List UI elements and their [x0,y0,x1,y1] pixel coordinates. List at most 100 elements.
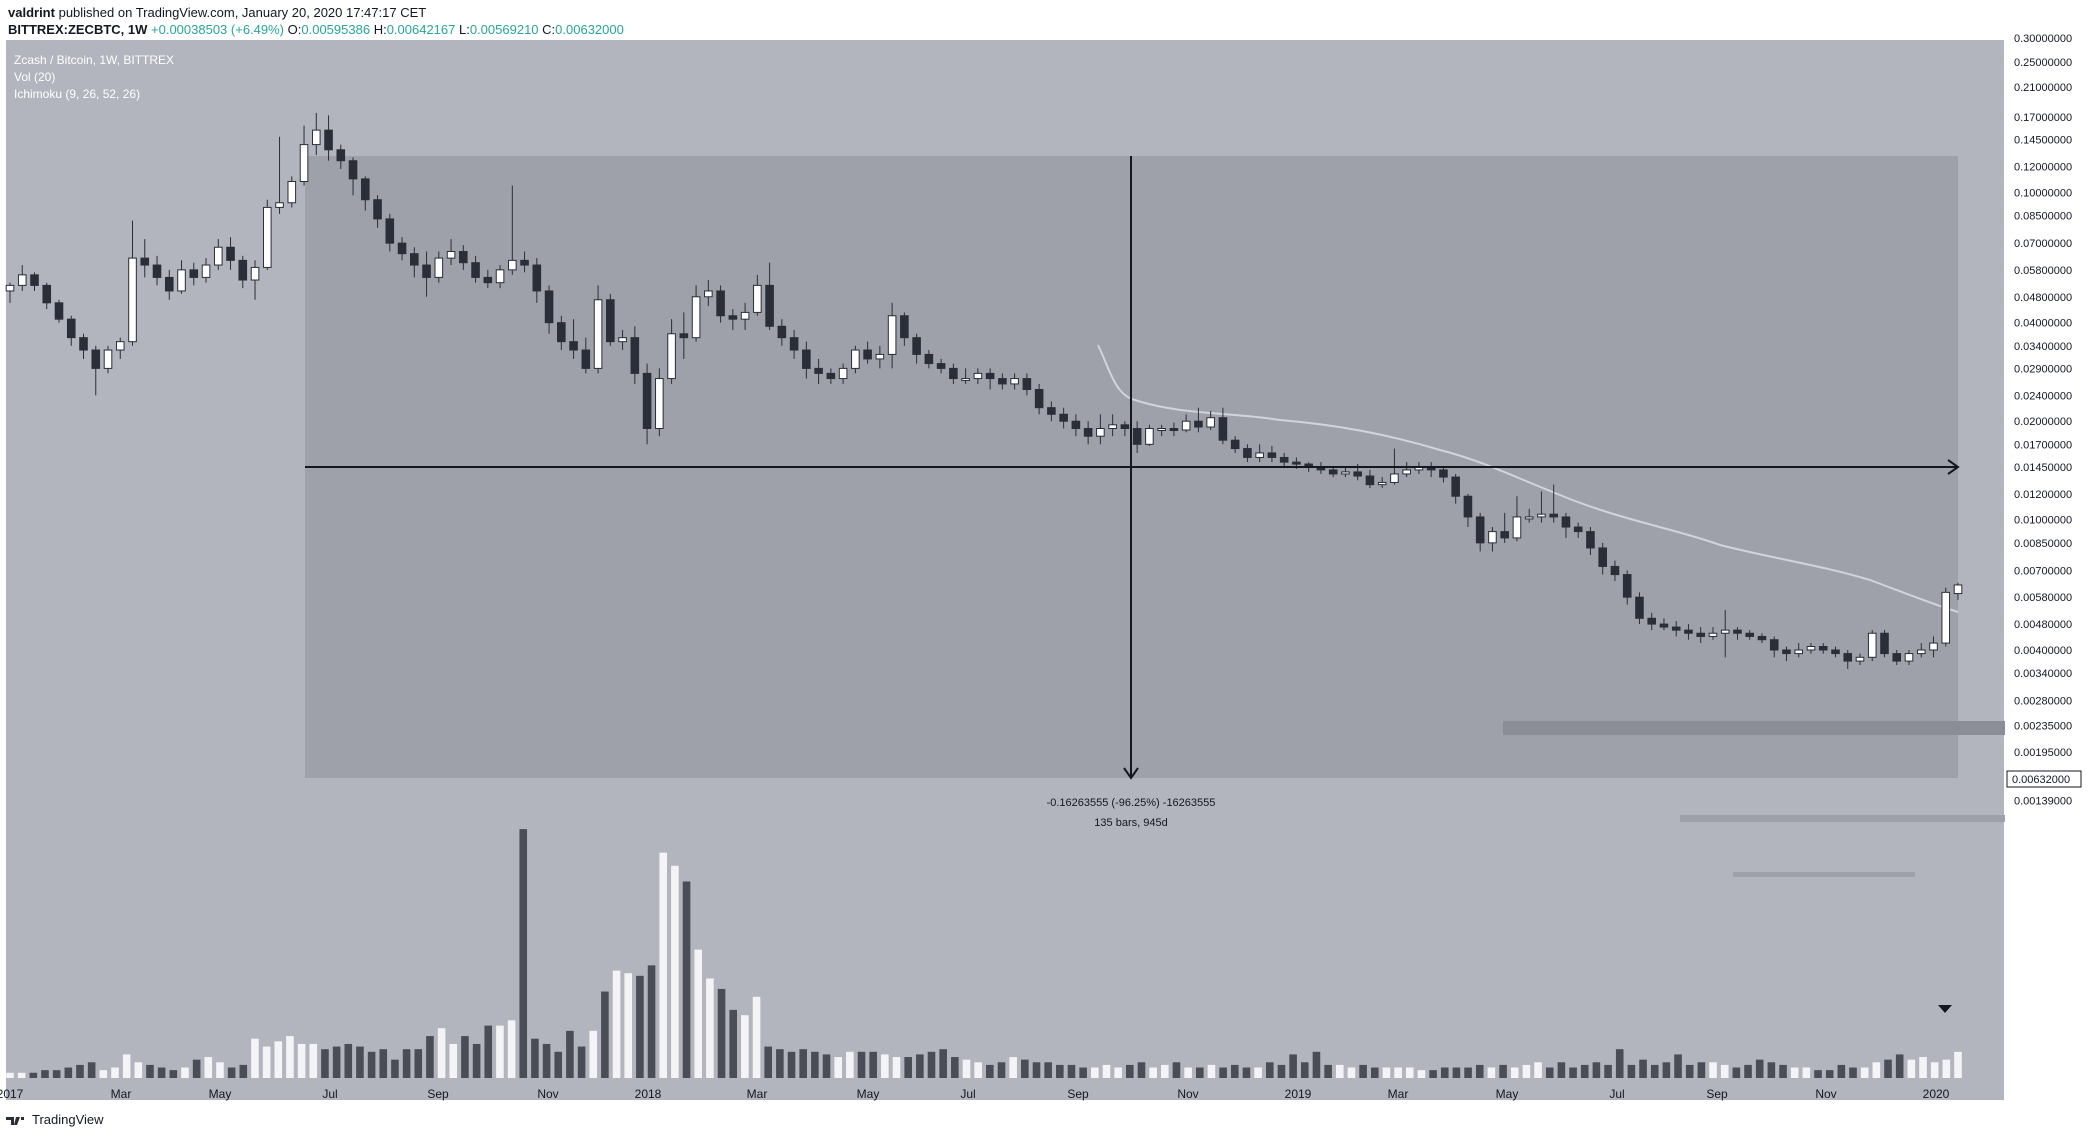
volume-bar [1930,1062,1939,1078]
candle-body [201,264,211,278]
volume-bar [601,991,609,1078]
candle [422,251,431,297]
candle [1586,527,1595,556]
x-tick-label: Sep [1067,1087,1089,1101]
candle-body [1218,417,1228,441]
legend-vol: Vol (20) [14,70,55,84]
candle [593,285,603,374]
candle-body [189,269,199,278]
candle-body [1145,428,1154,445]
volume-bar [1335,1064,1344,1078]
volume-bar [1639,1059,1647,1078]
volume-bar [1744,1064,1752,1078]
volume-bar [1604,1064,1612,1078]
candle [704,280,713,306]
candle-body [1524,516,1534,520]
volume-bar [496,1025,504,1078]
candle-body [1194,420,1203,428]
candle-body [103,349,113,369]
volume-bar [1942,1059,1951,1078]
volume-bar [519,829,528,1078]
volume-bar [1044,1062,1052,1078]
candle-body [1377,481,1387,486]
x-tick-label: Mar [1388,1087,1409,1101]
candle [789,329,799,359]
candle [311,112,321,156]
low-label: L: [459,22,470,37]
y-tick-label: 0.01450000 [2014,462,2072,474]
y-tick-label: 0.00850000 [2014,538,2072,550]
candle [814,358,823,384]
x-tick-label: May [1496,1087,1519,1101]
candle [177,260,186,294]
x-tick-label: May [209,1087,232,1101]
volume-bar [367,1051,376,1078]
candle-body [213,246,223,266]
y-tick-label: 0.01200000 [2014,489,2072,501]
candle [115,337,125,359]
volume-bar [799,1049,807,1078]
candle-body [1671,626,1681,631]
y-tick-label: 0.00480000 [2014,619,2072,631]
volume-bar [1440,1067,1449,1078]
candle [54,299,64,323]
volume-bar [531,1038,539,1078]
volume-bar [1021,1059,1029,1078]
footer-brand[interactable]: TradingView [4,1112,104,1127]
volume-bar [1755,1059,1764,1078]
candle-body [1806,645,1816,651]
candle [1720,609,1730,658]
volume-bar [974,1062,982,1078]
volume-bar [239,1064,248,1078]
measure-label-line2: 135 bars, 945d [1094,817,1167,829]
candle-body [949,367,958,380]
x-tick-label: Jul [960,1087,975,1101]
candle [765,262,774,330]
candle-body [54,302,64,320]
volume-bar [1650,1064,1659,1078]
x-tick-label: Nov [537,1087,558,1101]
change-value: +0.00038503 (+6.49%) [151,22,285,37]
volume-bar [379,1049,388,1078]
volume-bar [1289,1054,1297,1078]
candle-body [434,257,444,278]
candle [1745,630,1755,640]
candle-body [262,206,272,268]
candle [618,329,627,351]
candle-body [287,180,297,204]
candle [79,333,88,359]
volume-bar [1405,1067,1414,1078]
volume-bar [717,988,726,1078]
candle [1635,592,1644,625]
candle [606,293,615,346]
candle-body [299,144,309,182]
last-price-label-bg [2006,770,2082,788]
volume-bar [741,1015,749,1078]
candle-body [1267,452,1277,458]
volume-bar [437,1028,446,1078]
candle [630,326,640,384]
candle [1782,646,1791,662]
volume-bar [636,975,644,1078]
candle-body [1818,645,1828,651]
volume-bar [542,1043,551,1078]
candle [213,239,223,270]
candle-body [348,160,358,180]
candle [1451,473,1460,504]
candle-body [704,290,713,298]
candle-body [177,269,186,292]
volume-bar [1207,1064,1216,1078]
volume-bar [1300,1062,1309,1078]
candle-body [1782,649,1791,655]
price-axis[interactable]: 0.30000000 0.25000000 0.21000000 0.17000000… [2014,33,2072,807]
y-tick-label: 0.01700000 [2014,439,2072,451]
candle [1328,466,1338,478]
candle [471,255,480,283]
publisher-name[interactable]: valdrint [8,5,55,20]
candle-body [1512,516,1522,539]
candle [140,239,150,278]
volume-bar [52,1070,61,1078]
candle [1500,512,1509,543]
